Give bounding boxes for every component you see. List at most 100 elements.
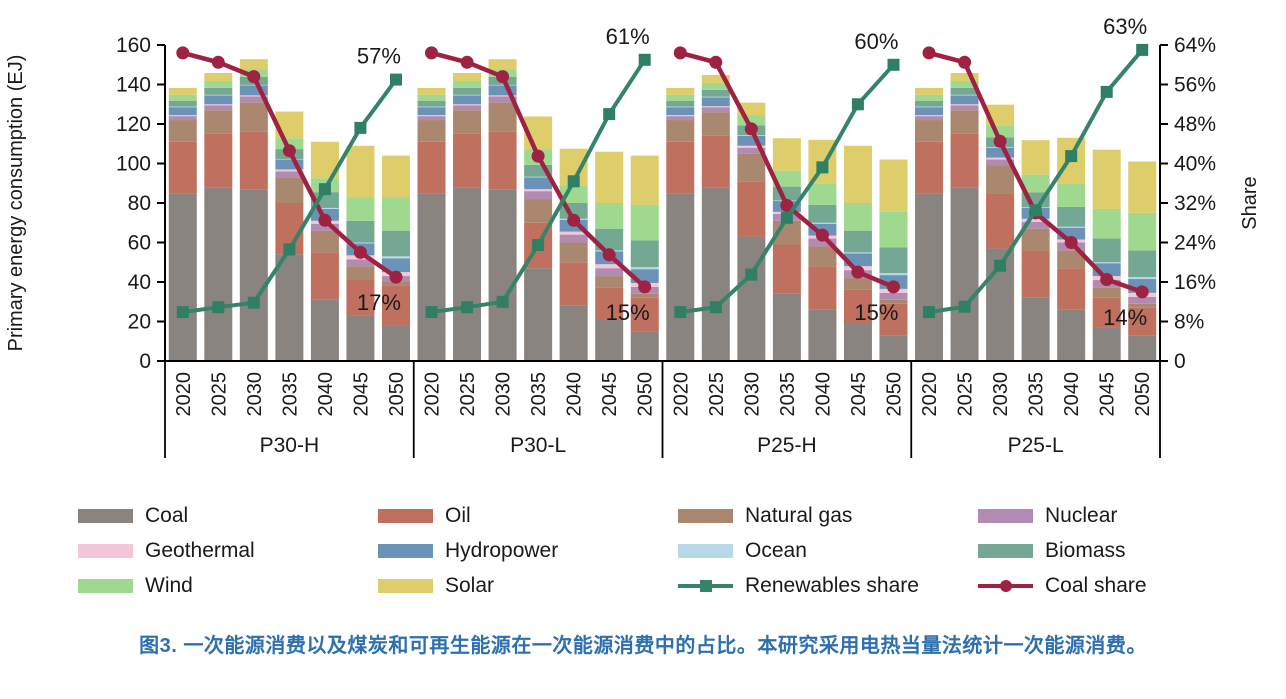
- year-tick-label: 2045: [350, 372, 372, 417]
- legend-item-solar: Solar: [378, 574, 678, 597]
- bar-segment-geothermal: [488, 95, 517, 97]
- bar-segment-ocean: [346, 242, 375, 244]
- bar-segment-biomass: [417, 100, 446, 107]
- bar-segment-oil: [488, 131, 517, 190]
- ocean-swatch: [678, 543, 733, 558]
- energy-consumption-chart: 0 20 40 60 80 100 120 140 160 0 8% 16% 24% 32% 40% 48% 5…: [5, 14, 1261, 458]
- renewables-share-marker-icon: [700, 579, 712, 592]
- bar-segment-wind: [346, 197, 375, 221]
- renewables-share-marker: [318, 183, 331, 196]
- year-tick-label: 2020: [422, 372, 444, 417]
- geothermal-swatch: [78, 543, 133, 558]
- coal-share-line-p30-l: [425, 46, 652, 294]
- left-axis-tick-label: 80: [128, 192, 151, 215]
- bar-segment-biomass: [453, 87, 482, 95]
- bar-segment-coal: [488, 189, 517, 361]
- legend-label-wind: Wind: [145, 573, 193, 597]
- coal-share-marker: [993, 134, 1007, 148]
- bar-segment-wind: [381, 197, 410, 231]
- bar-segment-natural-gas: [1057, 250, 1086, 269]
- renewables-share-marker: [709, 301, 722, 314]
- year-tick-label: 2030: [244, 372, 266, 417]
- bar-segment-oil: [879, 303, 908, 336]
- bar-segment-geothermal: [524, 189, 553, 192]
- bar-segment-oil: [843, 289, 872, 324]
- bar-segment-biomass: [1092, 238, 1121, 263]
- bar-segment-solar: [986, 104, 1015, 126]
- bar-segment-geothermal: [453, 104, 482, 106]
- bar-segment-solar: [204, 73, 233, 81]
- renewables-share-marker: [354, 121, 367, 134]
- bar-segment-nuclear: [808, 238, 837, 247]
- bar-segment-coal: [275, 254, 304, 361]
- bar-segment-ocean: [666, 106, 695, 108]
- bar-segment-natural-gas: [843, 278, 872, 290]
- renewables-share-marker: [496, 295, 509, 308]
- bar-segment-hydropower: [986, 147, 1015, 158]
- legend-item-wind: Wind: [78, 573, 378, 597]
- bar-segment-geothermal: [701, 106, 730, 108]
- coal-share-marker: [425, 46, 438, 60]
- coal-share-marker: [709, 55, 723, 69]
- bar-segment-biomass: [1128, 250, 1157, 278]
- bar-segment-natural-gas: [595, 276, 624, 288]
- renewables-share-marker: [638, 53, 651, 66]
- bar-segment-nuclear: [701, 107, 730, 113]
- legend-label-geothermal: Geothermal: [145, 538, 255, 562]
- year-tick-label: 2025: [955, 372, 977, 417]
- renewables-share-line-icon: [678, 579, 733, 593]
- bar-segment-geothermal: [986, 157, 1015, 160]
- bar-segment-natural-gas: [381, 282, 410, 286]
- year-tick-label: 2025: [208, 372, 230, 417]
- renewables-share-marker: [283, 243, 296, 256]
- year-tick-label: 2020: [173, 372, 195, 417]
- bar-segment-ocean: [453, 94, 482, 96]
- bar-segment-ocean: [915, 106, 944, 108]
- bar-segment-oil: [381, 285, 410, 326]
- figure-caption: 图3. 一次能源消费以及煤炭和可再生能源在一次能源消费中的占比。本研究采用电热当…: [139, 635, 1147, 657]
- coal-share-marker: [673, 46, 687, 60]
- bar-segment-geothermal: [666, 115, 695, 117]
- year-tick-label: 2040: [564, 372, 586, 417]
- bar-segment-nuclear: [168, 116, 197, 121]
- bar-segment-wind: [1128, 212, 1157, 251]
- year-tick-label: 2045: [848, 372, 870, 417]
- bar-segment-oil: [1092, 297, 1121, 328]
- bar-segment-wind: [1021, 174, 1050, 193]
- bar-segment-coal: [168, 193, 197, 362]
- coal-share-marker: [318, 213, 332, 227]
- renewables-share-annotation: 63%: [1103, 14, 1147, 39]
- left-axis-title: Primary energy consumption (EJ): [5, 55, 27, 352]
- bar-segment-geothermal: [417, 115, 446, 117]
- bar-segment-solar: [843, 145, 872, 203]
- bar-segment-nuclear: [346, 259, 375, 267]
- left-axis-tick-label: 160: [116, 34, 151, 57]
- coal-share-marker: [780, 199, 794, 212]
- left-axis-tick-label: 0: [139, 350, 151, 373]
- bar-segment-ocean: [524, 176, 553, 178]
- bar-segment-coal: [524, 268, 553, 361]
- bar-segment-coal: [310, 299, 339, 361]
- chart-canvas: 02040608010012014016008%16%24%32%40%48%5…: [5, 14, 1261, 458]
- bar-segment-natural-gas: [915, 120, 944, 142]
- bar-segment-wind: [772, 170, 801, 187]
- bar-segment-oil: [630, 297, 659, 332]
- bar-segment-geothermal: [168, 115, 197, 117]
- bar-segment-hydropower: [701, 97, 730, 107]
- renewables-share-marker: [1136, 43, 1149, 56]
- year-tick-label: 2045: [1097, 372, 1119, 417]
- bar-segment-wind: [843, 203, 872, 231]
- bar-segment-oil: [595, 287, 624, 320]
- bar-segment-coal: [559, 305, 588, 361]
- bar-segment-natural-gas: [1128, 303, 1157, 308]
- coal-share-marker: [247, 70, 261, 84]
- legend-item-hydropower: Hydropower: [378, 539, 678, 562]
- bar-segment-solar: [417, 87, 446, 95]
- bar-segment-coal: [1128, 335, 1157, 361]
- renewables-share-marker: [674, 306, 687, 319]
- bar-segment-coal: [346, 315, 375, 361]
- bar-segment-nuclear: [879, 292, 908, 300]
- renewables-share-marker: [923, 306, 935, 319]
- year-tick-label: 2050: [1132, 372, 1154, 417]
- bar-segment-hydropower: [524, 177, 553, 190]
